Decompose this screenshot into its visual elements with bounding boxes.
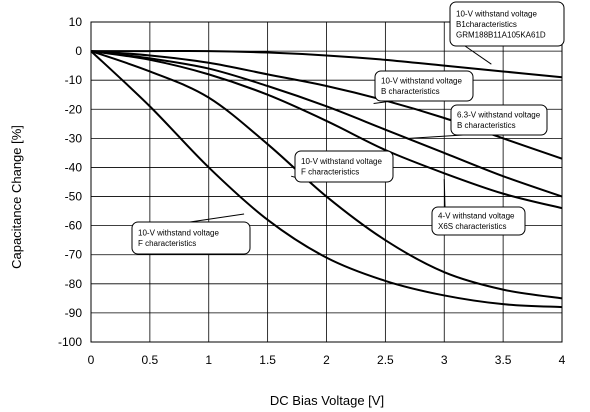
callout-text: 10-V withstand voltage	[381, 77, 462, 86]
y-tick-label: -100	[58, 335, 82, 349]
series-line	[90, 50, 563, 198]
callout-pointer	[408, 134, 464, 139]
callout-box	[449, 1, 565, 47]
x-tick-label: 1	[205, 353, 212, 367]
series-line	[90, 50, 563, 309]
y-tick-label: -70	[65, 248, 83, 262]
y-tick-label: 10	[69, 15, 83, 29]
callout-text: F characteristics	[138, 239, 196, 248]
callout-text: B characteristics	[381, 87, 440, 96]
callout-text: X6S characteristics	[438, 222, 506, 231]
x-tick-label: 2.5	[377, 353, 394, 367]
y-tick-labels: 10 0 -10 -20 -30 -40 -50 -60 -70 -80 -90 -100	[58, 15, 82, 349]
callout-text: 6.3-V withstand voltage	[457, 111, 541, 120]
series-line	[90, 50, 563, 210]
callout-box	[431, 206, 526, 236]
x-axis-title: DC Bias Voltage [V]	[270, 393, 384, 408]
y-tick-label: -90	[65, 306, 83, 320]
series-line	[90, 49, 563, 79]
x-tick-label: 0.5	[142, 353, 159, 367]
callout-box	[294, 150, 394, 183]
callouts: 10-V withstand voltage B1characteristicsG…	[131, 1, 565, 255]
callout-text: 10-V withstand voltage	[301, 157, 382, 166]
y-axis-title: Capacitance Change [%]	[9, 125, 24, 269]
callout-text: GRM188B11A105KA61D	[456, 30, 546, 39]
callout-text: 4-V withstand voltage	[438, 212, 515, 221]
x-tick-label: 3	[441, 353, 448, 367]
callout-box	[450, 104, 548, 136]
x-tick-label: 2	[323, 353, 330, 367]
x-tick-label: 4	[559, 353, 566, 367]
x-tick-label: 0	[88, 353, 95, 367]
y-tick-label: -10	[65, 73, 83, 87]
callout-text: F characteristics	[301, 168, 359, 177]
callout: 10-V withstand voltage F characteristics	[291, 150, 394, 183]
callout-box	[131, 221, 251, 255]
callout-text: B1characteristics	[456, 20, 517, 29]
callout-text: 10-V withstand voltage	[138, 229, 219, 238]
y-tick-label: -30	[65, 131, 83, 145]
y-tick-label: -60	[65, 219, 83, 233]
plot-frame	[90, 21, 563, 343]
y-tick-label: 0	[75, 44, 82, 58]
y-tick-label: -40	[65, 160, 83, 174]
callout-pointer	[464, 45, 492, 65]
x-tick-labels: 0 0.5 1 1.5 2 2.5 3 3.5 4	[88, 353, 566, 367]
callout-box	[374, 70, 474, 102]
callout-pointer	[189, 213, 245, 223]
y-tick-label: -80	[65, 277, 83, 291]
x-tick-label: 3.5	[495, 353, 512, 367]
callout: 10-V withstand voltage B1characteristicsG…	[449, 1, 565, 65]
series-line	[90, 50, 563, 300]
callout-text: 10-V withstand voltage	[456, 9, 537, 18]
callout-pointer	[443, 179, 446, 208]
y-tick-label: -20	[65, 102, 83, 116]
x-tick-label: 1.5	[259, 353, 276, 367]
callout-text: B characteristics	[457, 121, 516, 130]
y-tick-label: -50	[65, 190, 83, 204]
